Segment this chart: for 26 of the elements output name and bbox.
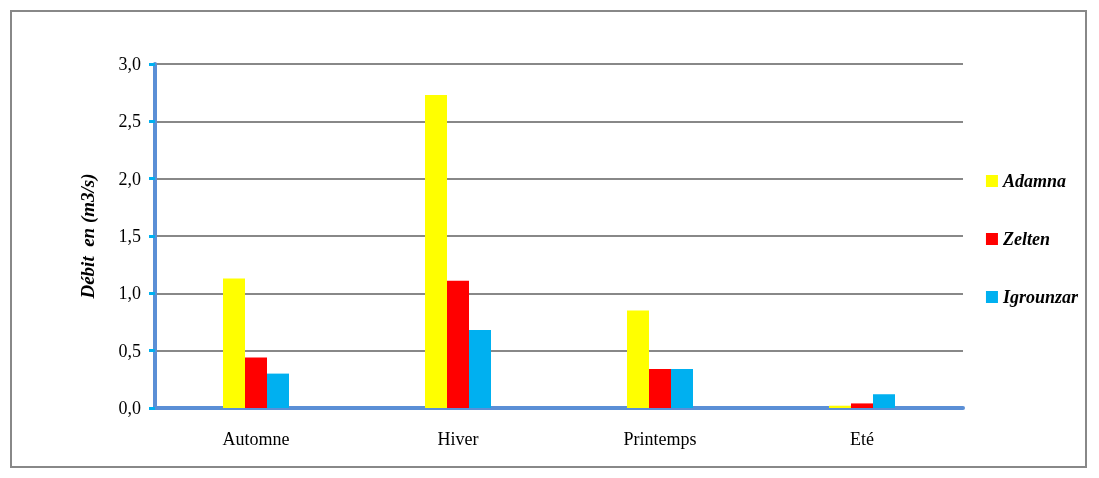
bar	[447, 280, 469, 408]
legend-label: Igrounzar	[1001, 287, 1079, 307]
bar	[469, 330, 491, 408]
bar	[223, 278, 245, 408]
y-axis-title: Débit en (m3/s)	[77, 173, 99, 300]
x-tick-label: Printemps	[623, 429, 697, 449]
x-tick-label: Eté	[850, 429, 874, 449]
y-tick-label: 0,0	[118, 398, 141, 418]
bar	[425, 94, 447, 408]
y-tick-label: 1,5	[118, 226, 141, 246]
y-tick-label: 1,0	[118, 283, 141, 304]
bar	[245, 357, 267, 408]
x-tick-label: Automne	[222, 429, 290, 449]
bar	[627, 310, 649, 408]
y-tick-label: 2,5	[118, 111, 141, 132]
y-tick-label: 2,0	[118, 168, 141, 189]
y-tick-label: 0,5	[118, 340, 141, 361]
legend-label: Adamna	[1001, 171, 1066, 191]
bar	[873, 394, 895, 408]
legend-label: Zelten	[1001, 229, 1050, 249]
bar	[851, 403, 873, 408]
y-tick-label: 3,0	[118, 54, 141, 74]
bar	[267, 373, 289, 408]
bar	[671, 369, 693, 408]
x-tick-label: Hiver	[437, 429, 479, 449]
bar	[649, 369, 671, 408]
